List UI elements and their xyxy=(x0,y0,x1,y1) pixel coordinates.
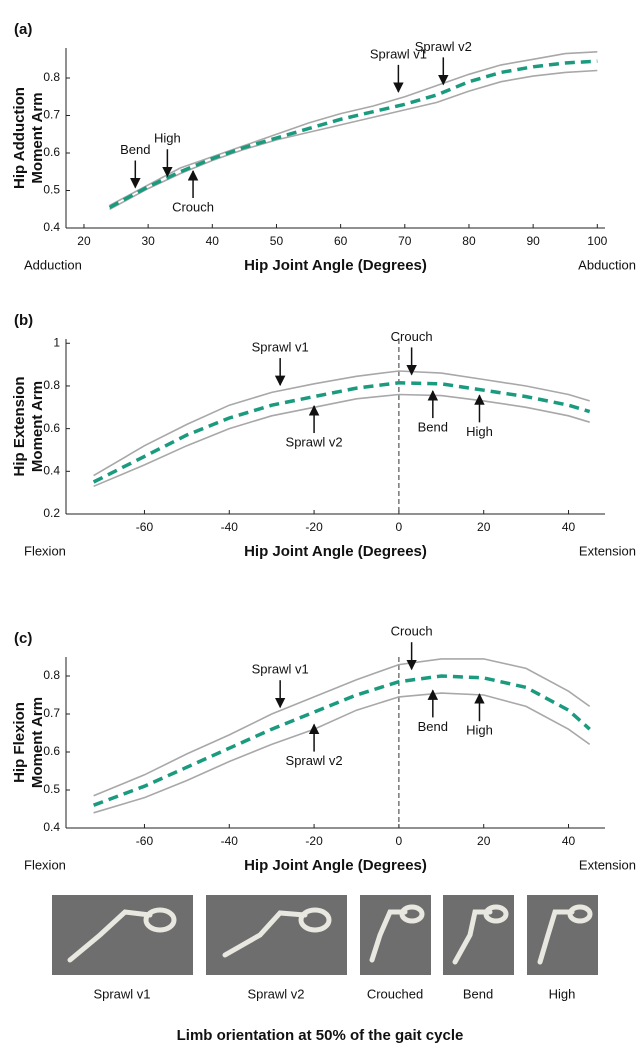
y-tick-label: 1 xyxy=(53,335,60,349)
x-tick-label: 40 xyxy=(206,234,220,248)
x-tick-label: 20 xyxy=(77,234,91,248)
annotation-label: Sprawl v1 xyxy=(252,662,309,677)
panel-label: (b) xyxy=(14,312,33,329)
x-tick-label: 60 xyxy=(334,234,348,248)
mean-line xyxy=(92,381,591,484)
x-tick-label: -60 xyxy=(136,834,154,848)
x-tick-label: 30 xyxy=(141,234,155,248)
left-end-label: Flexion xyxy=(24,857,66,872)
chart-panel: (c) Hip Flexion Moment Arm 0.4 0.5 0.6 0.7 0.8 -… xyxy=(11,624,636,874)
annotation-label: Sprawl v1 xyxy=(252,340,309,355)
image-label: Bend xyxy=(463,986,493,1001)
x-tick-label: 40 xyxy=(562,834,576,848)
chart-panel: (b) Hip Extension Moment Arm 0.2 0.4 0.6 0.8 1 -… xyxy=(11,312,636,560)
mean-line xyxy=(108,59,598,209)
bound-line xyxy=(93,370,590,477)
bound-line xyxy=(93,393,590,488)
y-tick-label: 0.5 xyxy=(43,782,60,796)
image-label: Sprawl v1 xyxy=(93,986,150,1001)
annotation-label: High xyxy=(154,131,181,146)
x-tick-label: 50 xyxy=(270,234,284,248)
annotation-label: Bend xyxy=(418,719,448,734)
x-tick-label: -20 xyxy=(305,834,323,848)
x-axis-label: Hip Joint Angle (Degrees) xyxy=(244,257,427,274)
bound-line xyxy=(109,69,598,211)
image-label: Sprawl v2 xyxy=(247,986,304,1001)
figure-caption: Limb orientation at 50% of the gait cycl… xyxy=(177,1027,464,1044)
annotation-label: Sprawl v1 xyxy=(370,46,427,61)
bound-line xyxy=(93,658,591,797)
x-tick-label: -60 xyxy=(136,520,154,534)
x-tick-label: 20 xyxy=(477,834,491,848)
y-tick-label: 0.6 xyxy=(43,744,60,758)
y-tick-label: 0.6 xyxy=(43,421,60,435)
y-axis-label: Moment Arm xyxy=(29,92,46,183)
image-label: Crouched xyxy=(367,986,423,1001)
x-axis-label: Hip Joint Angle (Degrees) xyxy=(244,857,427,874)
x-tick-label: 90 xyxy=(526,234,540,248)
y-axis-label: Hip Flexion xyxy=(11,702,28,783)
y-axis-label: Moment Arm xyxy=(29,381,46,472)
annotation-label: Sprawl v2 xyxy=(415,39,472,54)
annotation-label: Crouch xyxy=(391,624,433,639)
annotation-label: Sprawl v2 xyxy=(286,753,343,768)
x-tick-label: -40 xyxy=(221,834,239,848)
y-tick-label: 0.4 xyxy=(43,463,60,477)
y-axis-label: Hip Extension xyxy=(11,376,28,476)
y-tick-label: 0.4 xyxy=(43,820,60,834)
image-sprawl-v2 xyxy=(206,895,347,975)
x-tick-label: -20 xyxy=(305,520,323,534)
x-axis-label: Hip Joint Angle (Degrees) xyxy=(244,543,427,560)
annotation-label: High xyxy=(466,424,493,439)
y-tick-label: 0.7 xyxy=(43,706,60,720)
annotation-label: Crouch xyxy=(391,329,433,344)
y-tick-label: 0.5 xyxy=(43,183,60,197)
image-sprawl-v1 xyxy=(52,895,193,975)
panel-label: (c) xyxy=(14,630,32,647)
chart-panel: (a) Hip Adduction Moment Arm 0.4 0.5 0.6 0.7 0.… xyxy=(11,21,636,274)
x-tick-label: 20 xyxy=(477,520,491,534)
y-tick-label: 0.6 xyxy=(43,145,60,159)
annotation-label: Sprawl v2 xyxy=(286,434,343,449)
x-tick-label: 80 xyxy=(462,234,476,248)
x-tick-label: 0 xyxy=(396,834,403,848)
right-end-label: Abduction xyxy=(578,257,636,272)
mean-line xyxy=(92,674,591,807)
bones xyxy=(67,904,593,965)
x-tick-label: 70 xyxy=(398,234,412,248)
annotation-label: Crouch xyxy=(172,199,214,214)
y-tick-label: 0.8 xyxy=(43,70,60,84)
image-label: High xyxy=(549,986,576,1001)
panel-label: (a) xyxy=(14,21,32,38)
x-tick-label: 40 xyxy=(562,520,576,534)
annotation-label: Bend xyxy=(418,420,448,435)
annotation-label: Bend xyxy=(120,142,150,157)
bound-line xyxy=(109,51,598,207)
y-axis-label: Moment Arm xyxy=(29,697,46,788)
y-tick-label: 0.8 xyxy=(43,378,60,392)
left-end-label: Adduction xyxy=(24,257,82,272)
x-tick-label: 100 xyxy=(587,234,607,248)
y-tick-label: 0.7 xyxy=(43,108,60,122)
limb-images xyxy=(52,895,598,975)
right-end-label: Extension xyxy=(579,543,636,558)
y-tick-label: 0.2 xyxy=(43,506,60,520)
y-tick-label: 0.8 xyxy=(43,668,60,682)
y-axis-label: Hip Adduction xyxy=(11,87,28,189)
right-end-label: Extension xyxy=(579,857,636,872)
left-end-label: Flexion xyxy=(24,543,66,558)
y-tick-label: 0.4 xyxy=(43,220,60,234)
x-tick-label: 0 xyxy=(396,520,403,534)
x-tick-label: -40 xyxy=(221,520,239,534)
bound-line xyxy=(93,692,591,814)
annotation-label: High xyxy=(466,723,493,738)
